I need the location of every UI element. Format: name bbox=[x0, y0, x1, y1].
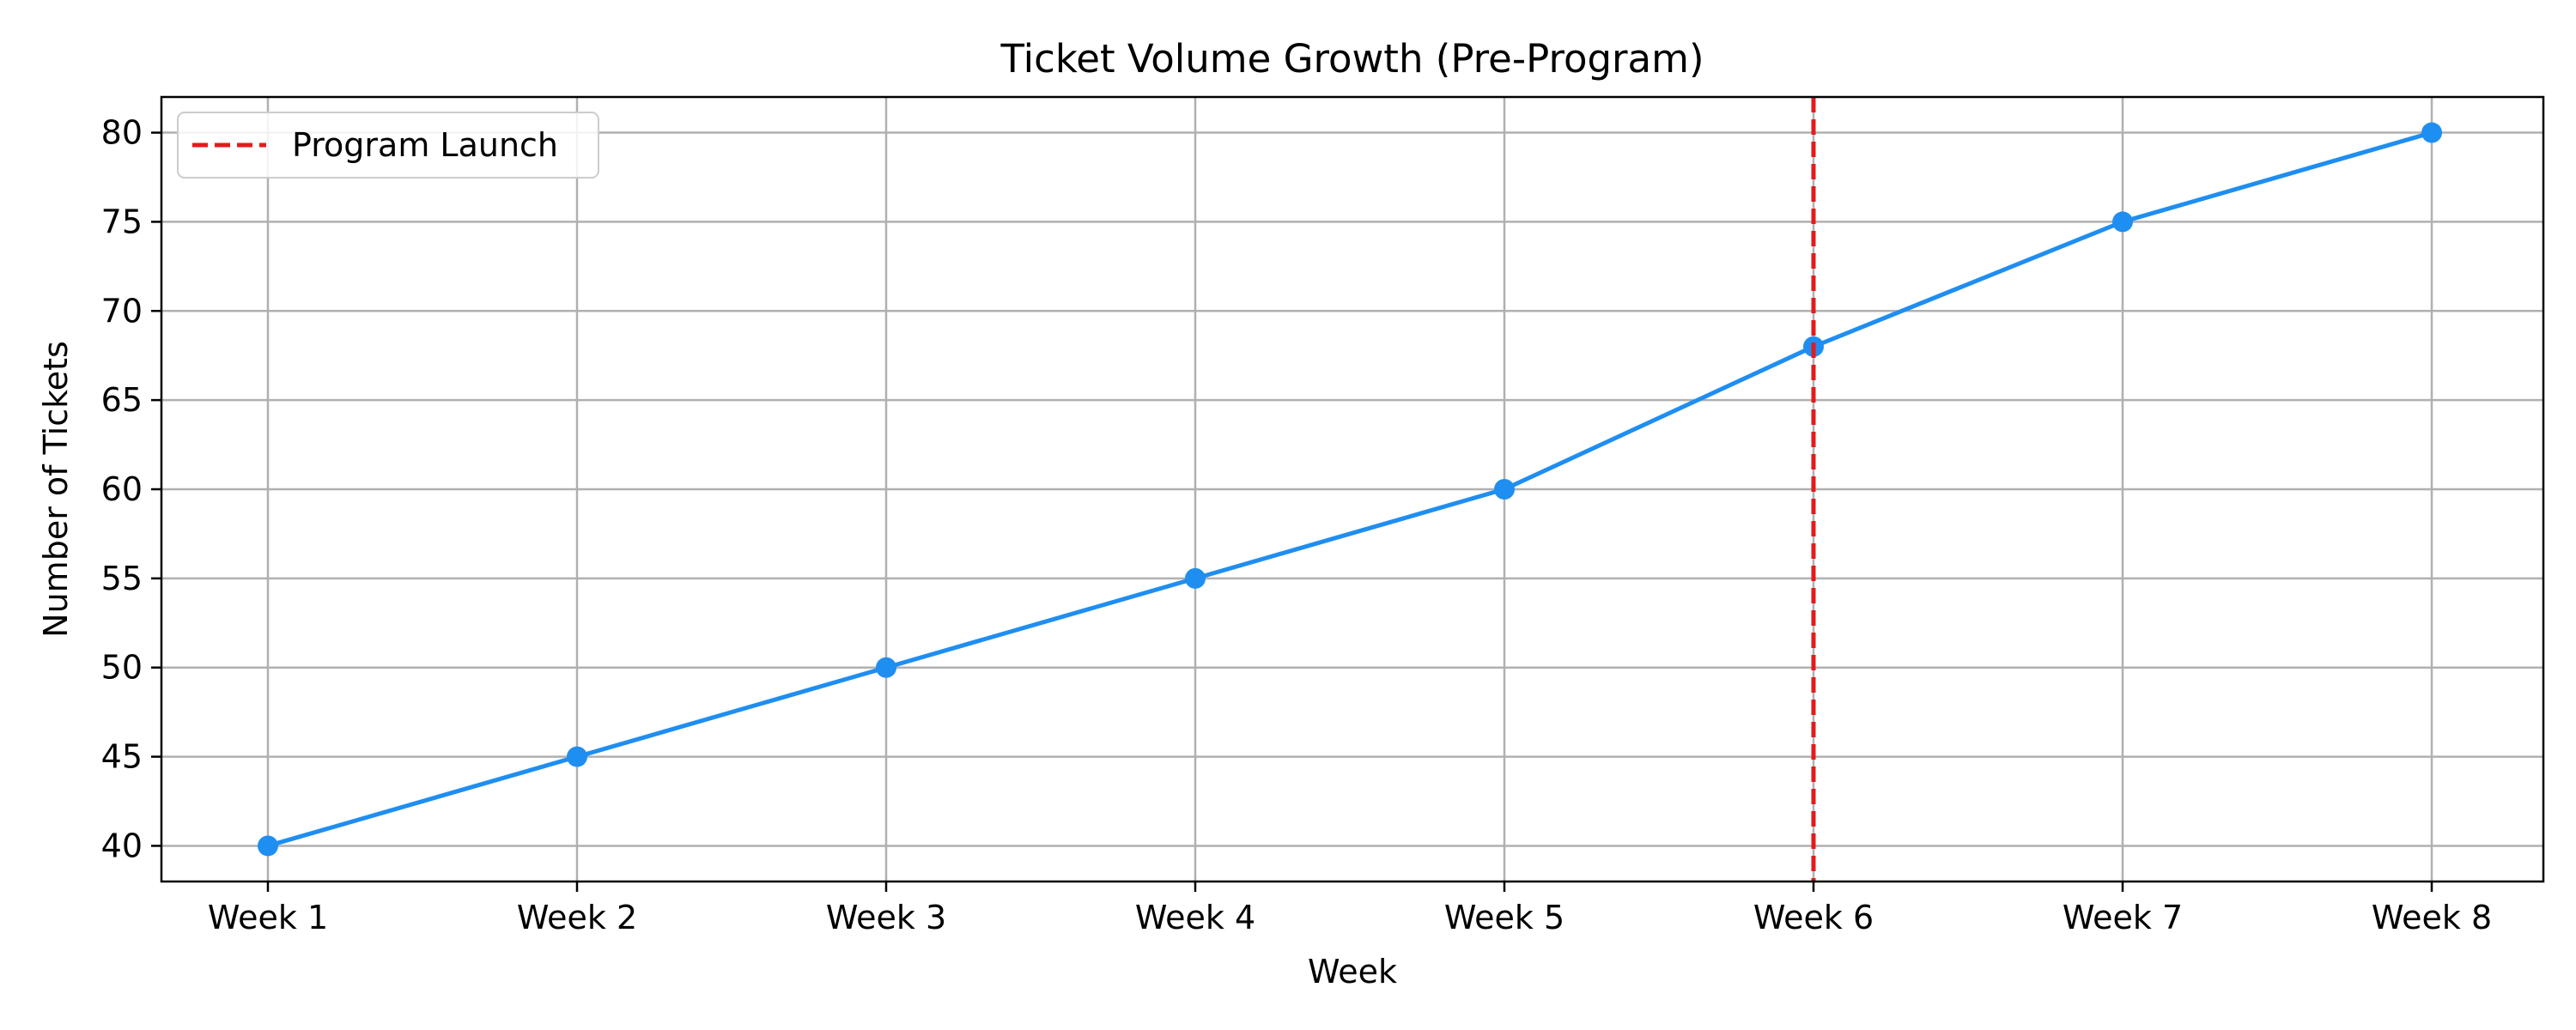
chart-title: Ticket Volume Growth (Pre-Program) bbox=[999, 36, 1704, 82]
y-tick-label: 75 bbox=[101, 203, 143, 240]
legend: Program Launch bbox=[177, 112, 599, 179]
data-point bbox=[258, 835, 278, 857]
y-tick-label: 55 bbox=[101, 560, 143, 597]
x-tick-label: Week 7 bbox=[2063, 899, 2183, 936]
data-point bbox=[2421, 122, 2442, 143]
y-tick-label: 50 bbox=[101, 649, 143, 687]
y-axis-label: Number of Tickets bbox=[37, 341, 75, 638]
grid-lines bbox=[161, 97, 2543, 882]
x-tick-label: Week 5 bbox=[1444, 899, 1564, 936]
axis-ticks: Week 1 Week 2 Week 3 Week 4 Week 5 Week 6 Week… bbox=[101, 114, 2493, 936]
y-tick-label: 40 bbox=[101, 827, 143, 864]
y-tick-label: 65 bbox=[101, 381, 143, 419]
legend-box bbox=[177, 112, 599, 179]
y-tick-label: 45 bbox=[101, 738, 143, 776]
x-tick-label: Week 2 bbox=[517, 899, 637, 936]
data-point bbox=[2112, 211, 2133, 233]
x-tick-label: Week 3 bbox=[826, 899, 946, 936]
data-point bbox=[567, 746, 587, 767]
x-tick-label: Week 1 bbox=[208, 899, 328, 936]
data-point bbox=[1185, 567, 1206, 589]
data-point bbox=[876, 657, 896, 678]
y-tick-label: 60 bbox=[101, 470, 143, 508]
legend-label-program-launch: Program Launch bbox=[292, 126, 558, 164]
y-tick-label: 70 bbox=[101, 292, 143, 330]
y-tick-label: 80 bbox=[101, 114, 143, 152]
x-axis-label: Week bbox=[1308, 953, 1397, 991]
data-point bbox=[1494, 479, 1515, 500]
series-layer bbox=[258, 122, 2442, 857]
x-tick-label: Week 8 bbox=[2372, 899, 2492, 936]
x-tick-label: Week 4 bbox=[1135, 899, 1255, 936]
series-line bbox=[267, 130, 2433, 848]
x-tick-label: Week 6 bbox=[1753, 899, 1874, 936]
